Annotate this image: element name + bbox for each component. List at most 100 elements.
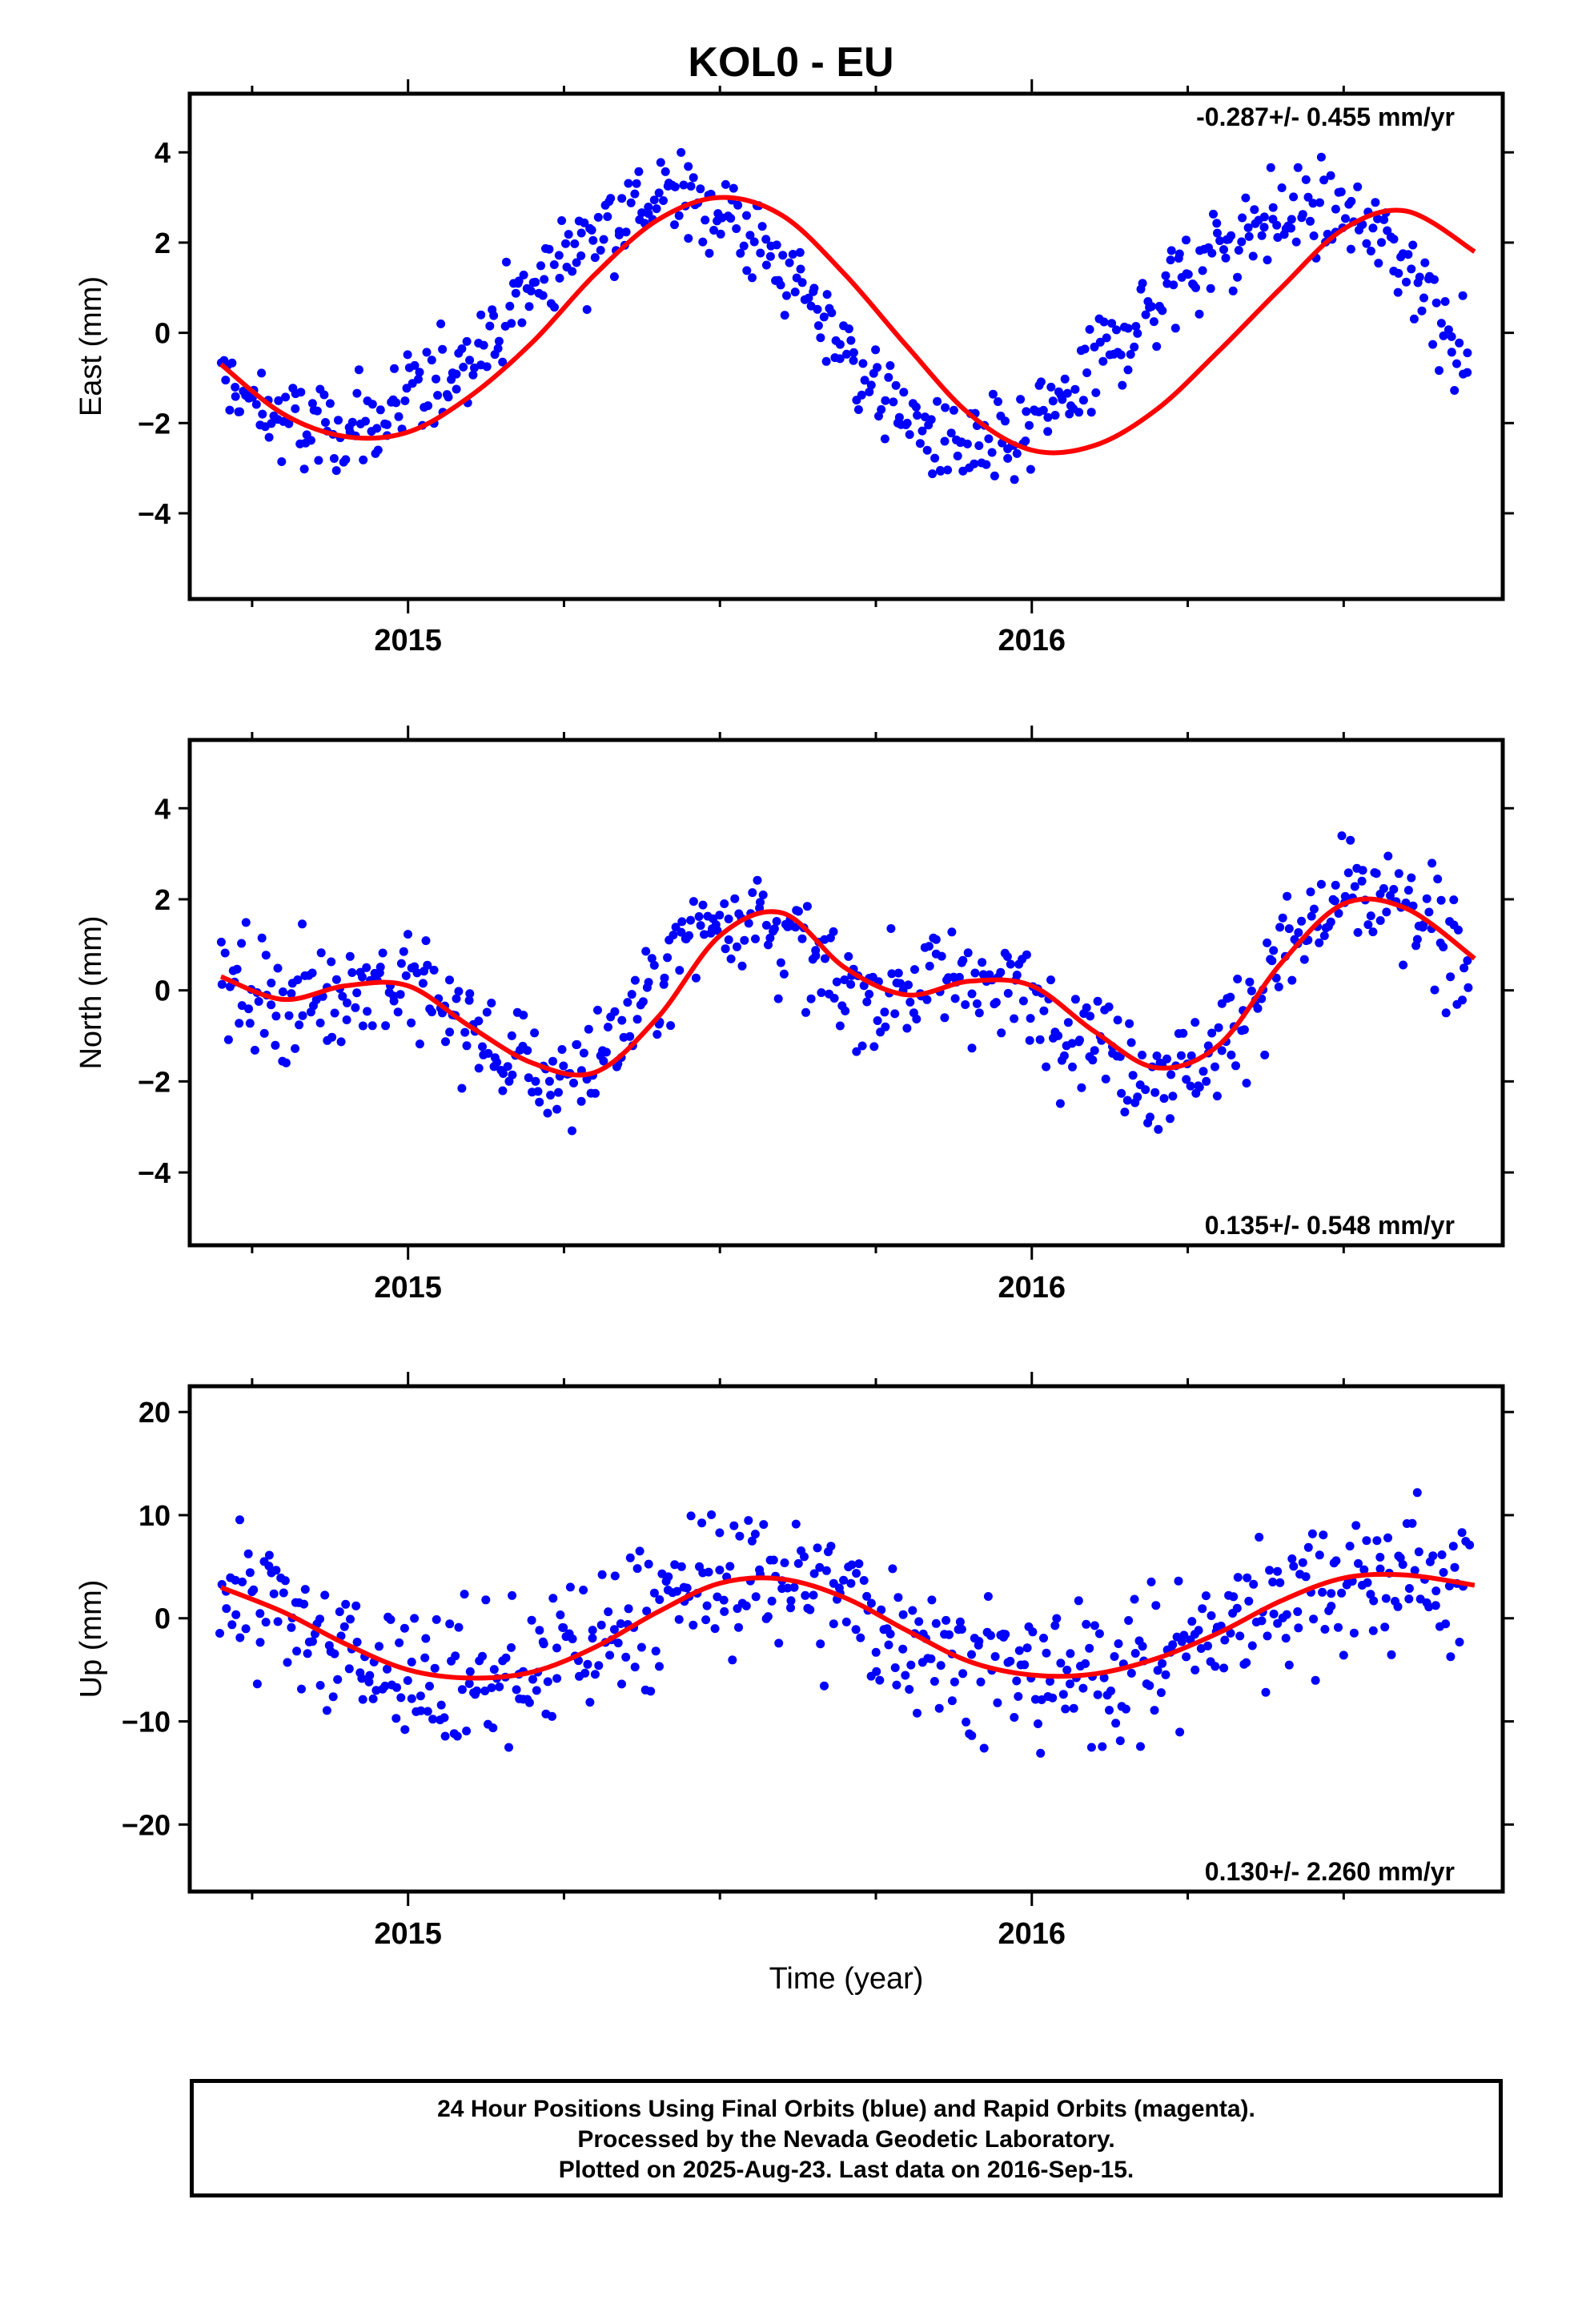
data-point — [544, 1076, 554, 1086]
data-point — [1070, 995, 1080, 1004]
data-point — [1176, 1051, 1186, 1060]
data-point — [1090, 1621, 1099, 1630]
x-tick-label: 2016 — [998, 624, 1066, 657]
data-point — [674, 1614, 684, 1624]
data-point — [1130, 342, 1139, 352]
data-point — [721, 944, 730, 954]
data-point — [840, 975, 849, 984]
data-point — [445, 975, 454, 985]
data-point — [315, 1614, 324, 1624]
data-point — [1383, 226, 1392, 235]
data-point — [844, 324, 853, 334]
data-point — [1389, 885, 1399, 894]
data-point — [627, 990, 636, 999]
data-point — [1074, 1596, 1083, 1606]
data-point — [319, 390, 329, 400]
data-point — [274, 396, 283, 405]
data-point — [1249, 1579, 1259, 1589]
data-point — [773, 994, 783, 1003]
data-point — [1006, 959, 1015, 969]
y-tick-label: 0 — [155, 975, 171, 1007]
data-point — [886, 924, 896, 933]
data-point — [702, 1601, 712, 1610]
data-point — [1062, 1665, 1072, 1675]
data-point — [546, 1091, 556, 1100]
data-point — [1203, 1041, 1213, 1051]
data-point — [978, 958, 987, 967]
data-point — [1048, 396, 1058, 406]
data-point — [950, 1677, 959, 1687]
data-point — [1106, 1687, 1115, 1695]
data-point — [885, 361, 895, 370]
data-point — [826, 1542, 836, 1551]
data-point — [1420, 258, 1430, 267]
data-point — [410, 1614, 420, 1623]
data-point — [1237, 237, 1247, 247]
data-point — [790, 287, 800, 297]
data-point — [849, 348, 858, 357]
data-point — [902, 418, 912, 428]
data-point — [892, 1680, 901, 1690]
data-point — [720, 899, 729, 908]
data-point — [1159, 1094, 1169, 1104]
data-point — [1245, 977, 1255, 987]
data-point — [1387, 1650, 1396, 1659]
data-point — [733, 942, 741, 951]
data-point — [941, 403, 950, 412]
data-point — [593, 1005, 602, 1015]
data-point — [862, 1591, 872, 1601]
data-point — [1138, 279, 1147, 288]
data-point — [1078, 1683, 1088, 1693]
data-point — [846, 336, 856, 345]
data-point — [484, 1048, 493, 1058]
data-point — [281, 1058, 291, 1068]
data-point — [1415, 272, 1424, 282]
data-point — [1315, 938, 1324, 947]
data-point — [1104, 1002, 1114, 1011]
data-point — [967, 989, 977, 999]
data-point — [391, 1714, 401, 1723]
data-point — [756, 248, 765, 258]
data-point — [1090, 342, 1099, 352]
data-point — [684, 162, 693, 171]
data-point — [1316, 879, 1326, 889]
data-point — [1308, 199, 1318, 208]
data-point — [404, 930, 412, 939]
data-point — [590, 1670, 600, 1679]
data-point — [1257, 231, 1267, 240]
data-point — [478, 1042, 487, 1051]
data-point — [997, 1028, 1006, 1038]
data-point — [1111, 1719, 1121, 1728]
data-point — [416, 1706, 426, 1715]
data-point — [498, 357, 508, 367]
data-point — [990, 1652, 1000, 1661]
data-point — [1231, 1061, 1240, 1071]
data-point — [1074, 408, 1084, 417]
data-point — [1060, 374, 1070, 384]
data-point — [1422, 894, 1431, 903]
data-point — [474, 1016, 484, 1026]
data-point — [942, 1615, 951, 1625]
data-point — [1363, 920, 1373, 930]
data-point — [791, 1519, 801, 1529]
data-point — [674, 211, 684, 220]
data-point — [1458, 291, 1468, 300]
data-point — [1036, 1748, 1046, 1758]
data-point — [220, 948, 230, 958]
data-point — [1055, 1099, 1065, 1108]
data-point — [1404, 1584, 1414, 1593]
data-point — [354, 365, 363, 375]
data-point — [1263, 255, 1272, 265]
data-point — [1120, 1108, 1130, 1117]
data-point — [748, 888, 757, 898]
data-point — [1402, 277, 1411, 287]
data-point — [1284, 924, 1294, 934]
y-tick-label: −20 — [122, 1808, 171, 1841]
data-point — [1212, 1092, 1222, 1101]
data-point — [1090, 1046, 1099, 1055]
data-point — [652, 204, 661, 214]
data-point — [751, 934, 760, 943]
data-point — [732, 224, 741, 233]
data-point — [568, 1126, 576, 1136]
data-point — [1287, 1554, 1297, 1563]
